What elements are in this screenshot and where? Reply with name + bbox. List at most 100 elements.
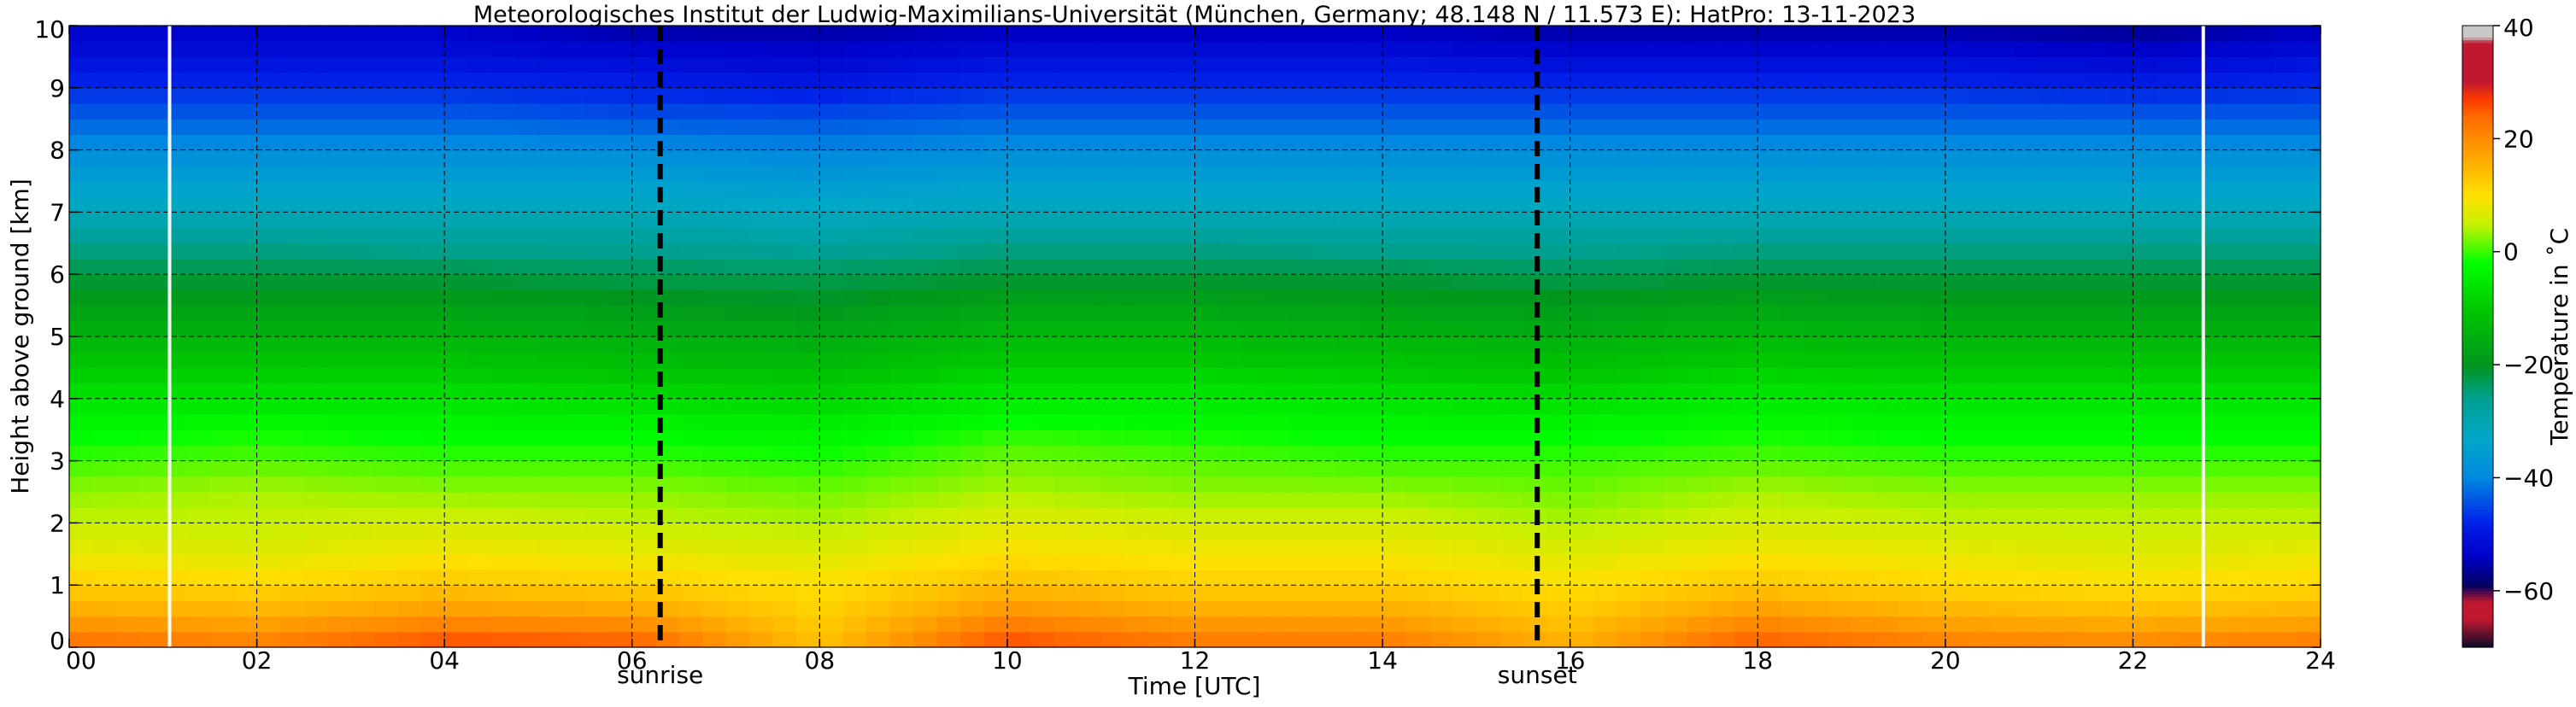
heatmap-cell — [92, 119, 117, 135]
heatmap-cell — [373, 585, 398, 601]
heatmap-cell — [608, 227, 633, 244]
heatmap-cell — [2227, 227, 2251, 244]
heatmap-cell — [795, 165, 820, 182]
heatmap-cell — [1992, 87, 2016, 104]
heatmap-cell — [608, 492, 633, 508]
heatmap-cell — [1358, 414, 1383, 430]
heatmap-cell — [913, 600, 938, 617]
heatmap-cell — [772, 570, 797, 586]
heatmap-cell — [1030, 616, 1055, 633]
heatmap-cell — [772, 414, 797, 430]
heatmap-cell — [514, 305, 539, 322]
heatmap-cell — [209, 212, 234, 229]
heatmap-cell — [936, 320, 961, 337]
heatmap-cell — [936, 87, 961, 104]
heatmap-cell — [420, 336, 445, 353]
heatmap-cell — [1241, 149, 1266, 167]
heatmap-cell — [1851, 492, 1876, 508]
heatmap-cell — [537, 259, 563, 275]
heatmap-cell — [1218, 320, 1242, 337]
heatmap-cell — [2250, 212, 2274, 229]
heatmap-cell — [467, 72, 492, 89]
heatmap-cell — [326, 585, 351, 601]
heatmap-cell — [491, 585, 516, 601]
heatmap-cell — [2156, 445, 2180, 462]
heatmap-cell — [1382, 181, 1407, 197]
heatmap-cell — [1734, 259, 1758, 275]
heatmap-cell — [233, 134, 258, 151]
heatmap-cell — [92, 274, 117, 290]
heatmap-cell — [819, 553, 844, 570]
heatmap-cell — [1710, 87, 1735, 104]
heatmap-cell — [1053, 352, 1078, 368]
heatmap-cell — [1828, 259, 1852, 275]
heatmap-cell — [842, 320, 867, 337]
colorbar-segment — [2462, 447, 2493, 450]
heatmap-cell — [819, 56, 844, 73]
heatmap-cell — [1710, 56, 1735, 73]
heatmap-cell — [866, 165, 891, 182]
heatmap-cell — [1640, 87, 1665, 104]
heatmap-cell — [1969, 181, 1993, 197]
heatmap-cell — [1710, 538, 1735, 555]
heatmap-cell — [420, 87, 445, 104]
heatmap-cell — [467, 41, 492, 57]
heatmap-cell — [115, 227, 140, 244]
heatmap-cell — [1640, 165, 1665, 182]
heatmap-cell — [2180, 119, 2204, 135]
heatmap-cell — [1710, 212, 1735, 229]
heatmap-cell — [92, 538, 117, 555]
heatmap-cell — [608, 585, 633, 601]
heatmap-cell — [1265, 227, 1289, 244]
heatmap-cell — [561, 305, 586, 322]
heatmap-cell — [69, 383, 94, 400]
heatmap-cell — [444, 553, 469, 570]
heatmap-cell — [1311, 616, 1336, 633]
heatmap-cell — [866, 103, 891, 120]
heatmap-cell — [209, 72, 234, 89]
heatmap-cell — [1898, 72, 1922, 89]
heatmap-cell — [913, 289, 938, 307]
colorbar-segment — [2462, 181, 2493, 184]
heatmap-cell — [1570, 352, 1594, 368]
heatmap-cell — [1687, 367, 1711, 384]
colorbar-segment — [2462, 630, 2493, 634]
heatmap-cell — [420, 585, 445, 601]
heatmap-cell — [1241, 492, 1266, 508]
heatmap-cell — [960, 476, 985, 493]
heatmap-cell — [397, 56, 422, 73]
heatmap-cell — [2227, 616, 2251, 633]
heatmap-cell — [2180, 165, 2204, 182]
heatmap-cell — [2156, 134, 2180, 151]
heatmap-cell — [1147, 507, 1172, 523]
heatmap-cell — [1969, 274, 1993, 290]
heatmap-cell — [1405, 631, 1430, 648]
heatmap-cell — [397, 523, 422, 540]
heatmap-cell — [1077, 429, 1102, 446]
heatmap-cell — [537, 305, 563, 322]
heatmap-cell — [1006, 320, 1031, 337]
heatmap-cell — [748, 383, 774, 400]
heatmap-cell — [2203, 196, 2227, 213]
heatmap-cell — [1546, 336, 1571, 353]
heatmap-cell — [1992, 429, 2016, 446]
heatmap-cell — [772, 56, 797, 73]
heatmap-cell — [1851, 259, 1876, 275]
heatmap-cell — [819, 398, 844, 415]
heatmap-cell — [1664, 259, 1688, 275]
heatmap-cell — [2016, 87, 2040, 104]
heatmap-cell — [1382, 383, 1407, 400]
heatmap-cell — [373, 181, 398, 197]
heatmap-cell — [514, 274, 539, 290]
heatmap-cell — [209, 631, 234, 648]
heatmap-cell — [115, 149, 140, 167]
heatmap-cell — [1734, 616, 1758, 633]
heatmap-cell — [1499, 119, 1524, 135]
heatmap-cell — [162, 631, 187, 648]
heatmap-cell — [1335, 87, 1360, 104]
heatmap-cell — [1030, 320, 1055, 337]
heatmap-cell — [1499, 259, 1524, 275]
heatmap-cell — [1804, 600, 1829, 617]
heatmap-cell — [2227, 26, 2251, 42]
heatmap-cell — [233, 274, 258, 290]
